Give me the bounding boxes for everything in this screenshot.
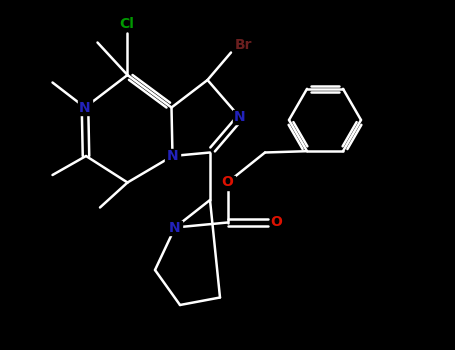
- Text: N: N: [167, 149, 178, 163]
- Bar: [78, 100, 92, 114]
- Bar: [165, 148, 180, 163]
- Text: N: N: [79, 100, 91, 114]
- Text: O: O: [222, 175, 233, 189]
- Bar: [221, 175, 234, 189]
- Text: O: O: [271, 216, 283, 230]
- Text: Cl: Cl: [119, 16, 134, 30]
- Text: N: N: [234, 111, 246, 125]
- Text: N: N: [169, 220, 181, 234]
- Bar: [168, 220, 182, 234]
- Bar: [233, 111, 247, 125]
- Text: Br: Br: [235, 38, 252, 52]
